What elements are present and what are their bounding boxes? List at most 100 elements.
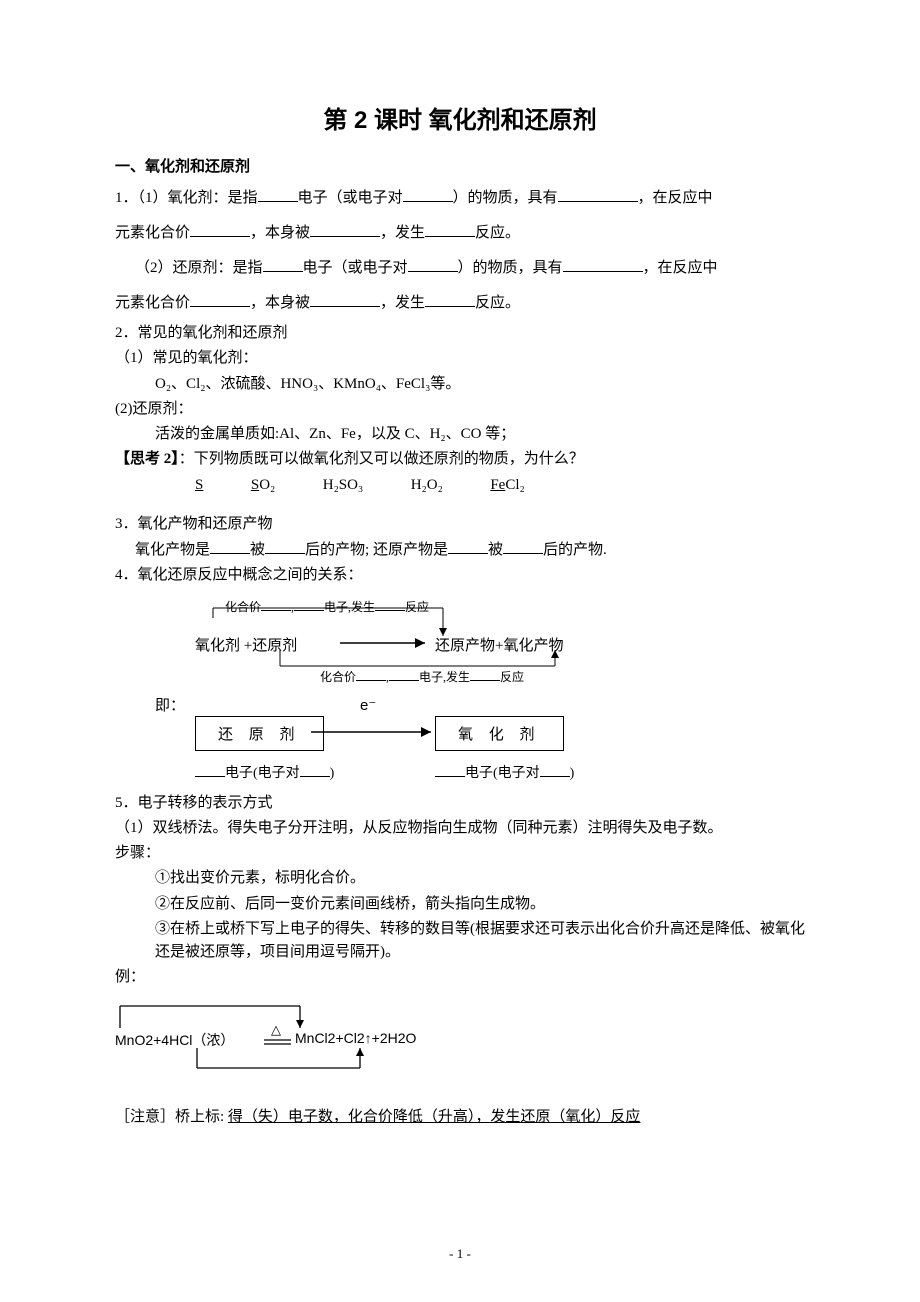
- eq-delta: △: [271, 1022, 281, 1038]
- p1-t5: 元素化合价: [115, 225, 190, 241]
- blank: [408, 256, 458, 272]
- item-s: S: [195, 477, 203, 493]
- blank: [258, 186, 298, 202]
- step-3: ③在桥上或桥下写上电子的得失、转移的数目等(根据要求还可表示出化合价升高还是降低…: [115, 918, 805, 965]
- blank: [375, 598, 405, 611]
- d1-tc: 反应: [405, 600, 429, 614]
- note-text: 得（失）电子数，化合价降低（升高），发生还原（氧化）反应: [228, 1109, 641, 1125]
- eq-right: MnCl2+Cl2↑+2H2O: [295, 1030, 416, 1046]
- d2-br-a: 电子(电子对: [465, 766, 540, 781]
- item-fecl2: FeCl₂: [490, 477, 524, 493]
- para-13: 步骤：: [115, 842, 805, 865]
- page-title: 第 2 课时 氧化剂和还原剂: [115, 100, 805, 135]
- para-8: 3．氧化产物和还原产物: [115, 513, 805, 536]
- blank: [435, 762, 465, 777]
- d2-bl-a: 电子(电子对: [225, 766, 300, 781]
- blank: [470, 668, 500, 681]
- d2-br: 电子(电子对): [435, 762, 574, 782]
- para-1-line2: 元素化合价 ，本身被 ，发生 反应。: [115, 217, 805, 250]
- p2-t1: （2）还原剂：是指: [135, 260, 263, 276]
- blank: [403, 186, 453, 202]
- eq-left: MnO2+4HCl（浓）: [115, 1030, 234, 1050]
- item-fecl2-a: Fe: [490, 477, 505, 493]
- blank: [563, 256, 643, 272]
- para-2-line1: （2）还原剂：是指 电子（或电子对 ）的物质，具有 ，在反应中: [115, 252, 805, 285]
- para-2-line2: 元素化合价 ，本身被 ，发生 反应。: [115, 287, 805, 320]
- para-4: （1）常见的氧化剂：: [115, 347, 805, 370]
- para-6: (2)还原剂：: [115, 398, 805, 421]
- para-12: （1）双线桥法。得失电子分开注明，从反应物指向生成物（同种元素）注明得失及电子数…: [115, 817, 805, 840]
- p9-3: 后的产物; 还原产物是: [305, 542, 448, 558]
- p1-t6: ，本身被: [250, 225, 310, 241]
- d1-right: 还原产物+氧化产物: [435, 634, 563, 655]
- blank: [210, 538, 250, 554]
- p1-t3: ）的物质，具有: [453, 190, 558, 206]
- p2-t5: 元素化合价: [115, 295, 190, 311]
- blank: [425, 291, 475, 307]
- item-h2o2: H₂O₂: [411, 477, 443, 493]
- blank: [540, 762, 570, 777]
- step-1: ①找出变价元素，标明化合价。: [115, 867, 805, 890]
- think-label: 【思考 2】: [115, 451, 179, 467]
- p1-t4: ，在反应中: [638, 190, 713, 206]
- p1-t2: 电子（或电子对: [298, 190, 403, 206]
- example-label: 例：: [115, 966, 805, 989]
- d1-left: 氧化剂 +还原剂: [195, 634, 297, 655]
- d1-ba: 化合价: [320, 670, 356, 684]
- item-h2so3: H₂SO₃: [323, 477, 363, 493]
- p2-t2: 电子（或电子对: [303, 260, 408, 276]
- p9-2: 被: [250, 542, 265, 558]
- blank: [425, 221, 475, 237]
- note-label: ［注意］桥上标:: [115, 1109, 224, 1125]
- blank: [503, 538, 543, 554]
- p1-t7: ，发生: [380, 225, 425, 241]
- blank: [356, 668, 386, 681]
- blank: [310, 291, 380, 307]
- step-2: ②在反应前、后同一变价元素间画线桥，箭头指向生成物。: [115, 893, 805, 916]
- p2-t4: ，在反应中: [643, 260, 718, 276]
- item-so2: SO₂: [251, 477, 275, 493]
- think-items: S SO₂ H₂SO₃ H₂O₂ FeCl₂: [115, 474, 805, 497]
- p2-t7: ，发生: [380, 295, 425, 311]
- p9-5: 后的产物.: [543, 542, 607, 558]
- think-text: 下列物质既可以做氧化剂又可以做还原剂的物质，为什么？: [194, 451, 584, 467]
- blank: [263, 256, 303, 272]
- p1-t1: 1．（1）氧化剂：是指: [115, 190, 258, 206]
- blank: [294, 598, 324, 611]
- note: ［注意］桥上标: 得（失）电子数，化合价降低（升高），发生还原（氧化）反应: [115, 1106, 805, 1129]
- blank: [261, 598, 291, 611]
- p2-t3: ）的物质，具有: [458, 260, 563, 276]
- p2-t6: ，本身被: [250, 295, 310, 311]
- para-5: O₂、Cl₂、浓硫酸、HNO₃、KMnO₄、FeCl₃等。: [115, 373, 805, 396]
- blank: [300, 762, 330, 777]
- p9-1: 氧化产物是: [135, 542, 210, 558]
- item-fecl2-b: Cl₂: [505, 477, 524, 493]
- d1-bc: 反应: [500, 670, 524, 684]
- diagram-2: 即： e⁻ 还 原 剂 氧 化 剂 电子(电子对) 电子(电子对): [115, 694, 805, 784]
- d1-bb: 电子,发生: [419, 670, 470, 684]
- para-3: 2．常见的氧化剂和还原剂: [115, 322, 805, 345]
- para-9: 氧化产物是 被 后的产物; 还原产物是 被 后的产物.: [115, 538, 805, 562]
- d2-bl-b: ): [330, 766, 335, 781]
- d1-bot: 化合价,电子,发生反应: [320, 668, 524, 685]
- blank: [448, 538, 488, 554]
- p2-t8: 反应。: [475, 295, 520, 311]
- section-1-heading: 一、氧化剂和还原剂: [115, 155, 805, 176]
- para-11: 5．电子转移的表示方式: [115, 792, 805, 815]
- d2-bl: 电子(电子对): [195, 762, 334, 782]
- para-7: 活泼的金属单质如:Al、Zn、Fe，以及 C、H₂、CO 等；: [115, 423, 805, 446]
- blank: [190, 291, 250, 307]
- p1-t8: 反应。: [475, 225, 520, 241]
- think-2: 【思考 2】：下列物质既可以做氧化剂又可以做还原剂的物质，为什么？: [115, 448, 805, 471]
- diagram-1: 化合价,电子,发生反应 氧化剂 +还原剂 还原产物+氧化产物 化合价,电子,发生…: [115, 596, 805, 686]
- item-so2-a: S: [251, 477, 259, 493]
- blank: [389, 668, 419, 681]
- p9-4: 被: [488, 542, 503, 558]
- d1-top: 化合价,电子,发生反应: [225, 598, 429, 615]
- document-page: 第 2 课时 氧化剂和还原剂 一、氧化剂和还原剂 1．（1）氧化剂：是指电子（或…: [0, 0, 920, 1302]
- d1-tb: 电子,发生: [324, 600, 375, 614]
- para-1-line1: 1．（1）氧化剂：是指 电子（或电子对 ）的物质，具有 ，在反应中: [115, 182, 805, 215]
- blank: [558, 186, 638, 202]
- blank: [265, 538, 305, 554]
- blank: [310, 221, 380, 237]
